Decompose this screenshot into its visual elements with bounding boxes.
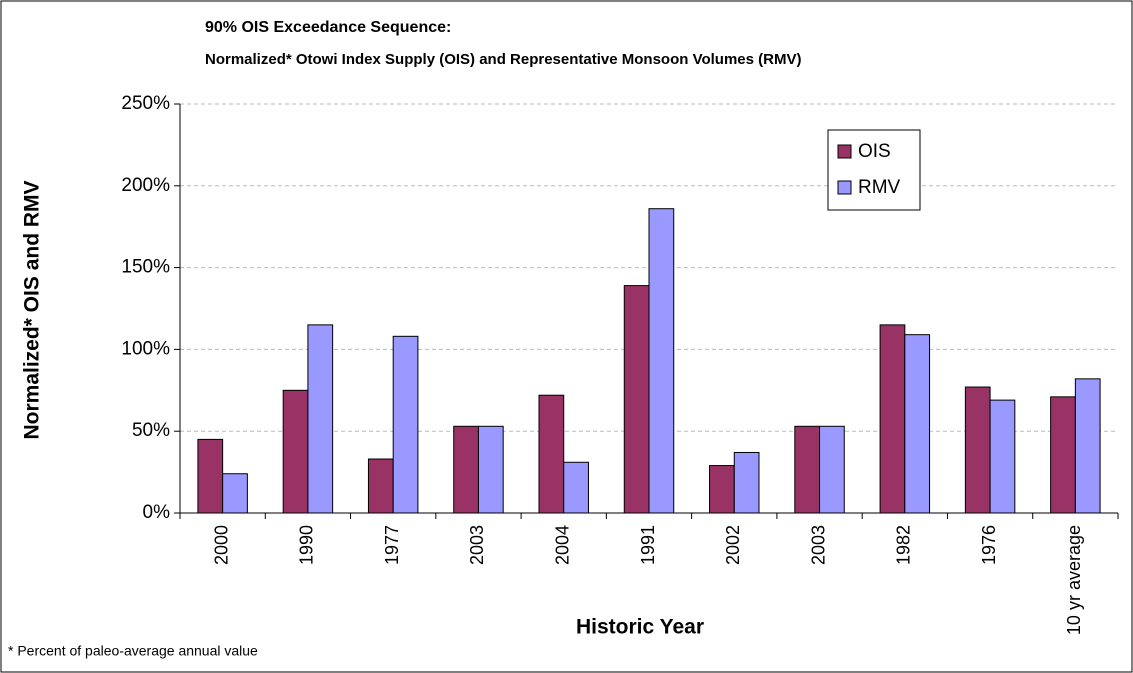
bar [733, 451, 760, 514]
x-tick-label: 10 yr average [1064, 525, 1084, 635]
bar [989, 399, 1016, 514]
legend-swatch [837, 144, 852, 159]
x-tick-label: 2002 [723, 525, 743, 565]
bar [1074, 378, 1101, 514]
x-tick-label: 1982 [894, 525, 914, 565]
y-tick-label: 0% [143, 502, 171, 523]
x-tick-label: 1976 [979, 525, 999, 565]
legend-box [827, 129, 921, 211]
y-axis-label: Normalized* OIS and RMV [21, 180, 44, 439]
bar [222, 473, 248, 514]
bar [307, 324, 334, 514]
x-tick-label: 2000 [211, 525, 231, 565]
chart-title: 90% OIS Exceedance Sequence: [205, 19, 451, 36]
bar [197, 438, 224, 514]
legend-label: RMV [858, 177, 901, 198]
bar [964, 386, 991, 514]
bar [879, 324, 906, 514]
x-tick-label: 1977 [382, 525, 402, 565]
bar [819, 425, 845, 514]
legend-label: OIS [858, 141, 891, 162]
bar [1050, 396, 1076, 514]
bar [904, 334, 931, 514]
x-axis-label: Historic Year [576, 616, 704, 639]
bar [453, 425, 479, 514]
y-tick-label: 150% [121, 257, 170, 278]
x-tick-label: 1990 [297, 525, 317, 565]
chart-subtitle: Normalized* Otowi Index Supply (OIS) and… [205, 51, 801, 68]
x-tick-label: 2003 [467, 525, 487, 565]
bar [563, 461, 589, 514]
bar [623, 285, 650, 514]
y-tick-label: 250% [121, 93, 170, 114]
x-tick-label: 2003 [808, 525, 828, 565]
bar [477, 425, 504, 514]
x-tick-label: 2004 [552, 525, 572, 565]
y-tick-label: 50% [132, 420, 170, 441]
bar [392, 335, 419, 514]
bar [538, 394, 565, 514]
y-tick-label: 200% [121, 175, 170, 196]
bar [709, 465, 735, 514]
bar [794, 425, 821, 514]
bar [367, 458, 394, 514]
y-tick-label: 100% [121, 338, 170, 359]
footnote: * Percent of paleo-average annual value [8, 643, 258, 659]
bar [282, 389, 309, 514]
x-tick-label: 1991 [638, 525, 658, 565]
legend-swatch [837, 180, 852, 195]
bar [648, 208, 675, 514]
